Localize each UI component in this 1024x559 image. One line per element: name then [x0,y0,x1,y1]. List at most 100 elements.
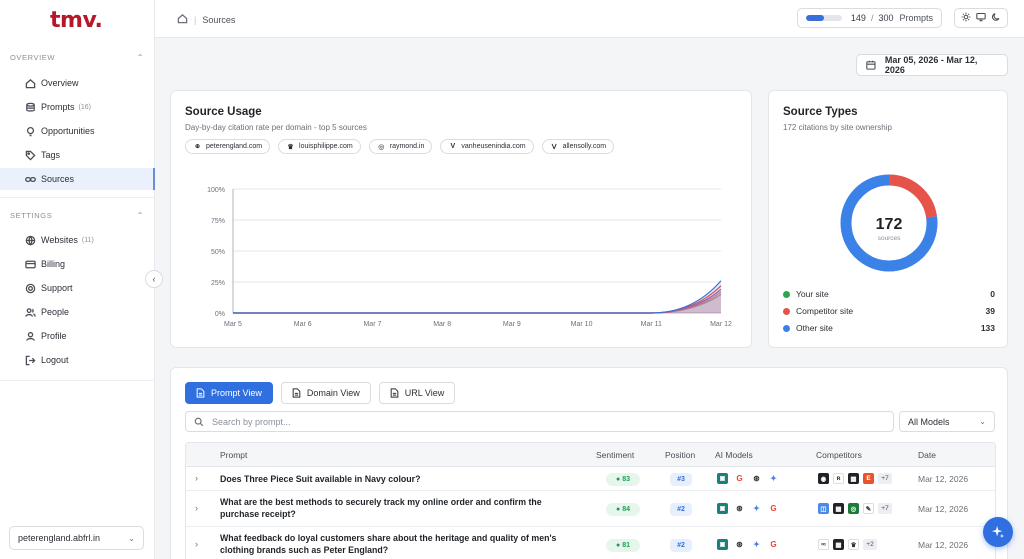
chevron-left-icon: ‹ [152,274,156,284]
brand-logo[interactable]: tmv. [50,8,103,33]
sidebar-item-label: Overview [41,78,79,88]
prompt-text: Does Three Piece Suit available in Navy … [220,474,421,484]
column-position[interactable]: Position [665,450,696,460]
series-area [233,289,721,313]
more-competitors-badge[interactable]: +2 [863,539,877,550]
settings-section-header[interactable]: SETTINGS ⌃ [10,211,144,220]
model-filter-select[interactable]: All Models ⌄ [899,411,995,432]
gemini-icon: ✦ [770,474,777,483]
moon-icon[interactable] [991,12,1001,24]
x-tick-label: Mar 8 [433,321,451,328]
sidebar-item-label: Tags [41,150,61,160]
competitor-logo-icon: E [863,473,874,484]
google-icon: G [736,474,743,483]
chevron-right-icon[interactable]: › [195,473,198,483]
sun-icon[interactable] [961,12,971,24]
home-icon [24,77,36,89]
table-row[interactable]: › What are the best methods to securely … [186,491,995,527]
allensolly-logo-icon: Ⅴ [551,143,557,151]
source-chip[interactable]: ⊕ peterengland.com [185,139,271,154]
table-header: Prompt Sentiment Position AI Models Comp… [186,443,995,467]
prompt-text: What feedback do loyal customers share a… [220,533,557,555]
column-ai-models[interactable]: AI Models [715,450,753,460]
ai-assistant-button[interactable] [983,517,1013,547]
document-icon [292,388,301,398]
competitors: ◉ ʀ ▦ E +7 [818,473,892,484]
table-row[interactable]: › What feedback do loyal customers share… [186,527,995,559]
legend-value: 0 [990,289,995,299]
globe-icon [24,234,36,246]
sidebar: tmv. OVERVIEW ⌃ Overview Prompts (16) Op… [0,0,155,559]
tab-prompt-view[interactable]: Prompt View [185,382,273,404]
column-competitors[interactable]: Competitors [816,450,862,460]
x-tick-label: Mar 7 [363,321,381,328]
chevron-right-icon[interactable]: › [195,539,198,549]
column-prompt[interactable]: Prompt [220,450,248,460]
chevron-down-icon: ⌄ [979,417,986,426]
home-icon[interactable] [177,13,188,26]
legend-dot [783,324,790,332]
search-input[interactable] [212,416,872,427]
column-date[interactable]: Date [918,450,936,460]
ai-models: ▣ ⊛ ✦ G [717,503,779,514]
lightbulb-icon [24,125,36,137]
document-icon [390,388,399,398]
ai-models: ▣ G ⊛ ✦ [717,473,779,484]
sidebar-item-sources[interactable]: Sources [0,168,155,190]
prompt-usage-counter[interactable]: 149 / 300 Prompts [797,8,942,28]
openai-icon: ⊛ [736,540,743,549]
collapse-sidebar-button[interactable]: ‹ [145,270,163,288]
tab-url-view[interactable]: URL View [378,382,456,404]
prompts-count: (16) [78,103,91,111]
sidebar-item-websites[interactable]: Websites (11) [0,229,155,251]
sidebar-item-label: Billing [41,259,66,269]
monitor-icon[interactable] [976,12,986,24]
more-competitors-badge[interactable]: +7 [878,503,892,514]
websites-count: (11) [81,236,94,244]
logout-icon [24,354,36,366]
view-tabs: Prompt View Domain View URL View [185,382,456,404]
x-tick-label: Mar 10 [571,321,593,328]
tab-domain-view[interactable]: Domain View [280,382,371,404]
legend-your-site: Your site 0 [783,289,995,299]
source-types-card: Source Types 172 citations by site owner… [768,90,1008,348]
table-row[interactable]: › Does Three Piece Suit available in Nav… [186,467,995,491]
chevron-right-icon[interactable]: › [195,503,198,513]
source-usage-subtitle: Day-by-day citation rate per domain - to… [185,123,367,132]
source-usage-chart-svg: 0% 25% 50% 75% 100% Mar 5 Mar 6 Mar 7 Mar 8 Mar 9… [207,187,732,328]
date-range-picker[interactable]: Mar 05, 2026 - Mar 12, 2026 [856,54,1008,76]
source-chip[interactable]: ♛ louisphilippe.com [278,139,361,154]
sidebar-item-opportunities[interactable]: Opportunities [0,120,155,142]
sidebar-item-label: Logout [41,355,69,365]
more-competitors-badge[interactable]: +7 [878,473,892,484]
source-chips: ⊕ peterengland.com ♛ louisphilippe.com ◎ ra… [185,139,615,154]
calendar-icon [866,60,876,70]
legend-dot [783,307,790,315]
sidebar-item-overview[interactable]: Overview [0,72,155,94]
column-sentiment[interactable]: Sentiment [596,450,635,460]
sidebar-item-tags[interactable]: Tags [0,144,155,166]
sidebar-item-people[interactable]: People [0,301,155,323]
chip-label: raymond.in [389,143,425,150]
sidebar-item-label: Sources [41,174,75,184]
prompts-label: Prompts [899,13,933,23]
sidebar-item-logout[interactable]: Logout [0,349,155,371]
sidebar-item-support[interactable]: Support [0,277,155,299]
date-range-value: Mar 05, 2026 - Mar 12, 2026 [884,55,978,75]
link-icon [24,173,36,185]
legend-label: Other site [796,323,833,333]
overview-section-header[interactable]: OVERVIEW ⌃ [10,53,144,62]
row-date: Mar 12, 2026 [918,540,969,550]
sidebar-item-billing[interactable]: Billing [0,253,155,275]
sidebar-item-profile[interactable]: Profile [0,325,155,347]
legend-dot [783,290,790,298]
series-line [233,285,722,314]
sparkle-icon [991,525,1005,539]
sidebar-item-prompts[interactable]: Prompts (16) [0,96,155,118]
donut-total: 172 [876,216,903,233]
site-selector[interactable]: peterengland.abfrl.in ⌄ [9,526,144,550]
donut-total-label: sources [878,235,902,242]
source-chip[interactable]: ◎ raymond.in [368,139,433,154]
